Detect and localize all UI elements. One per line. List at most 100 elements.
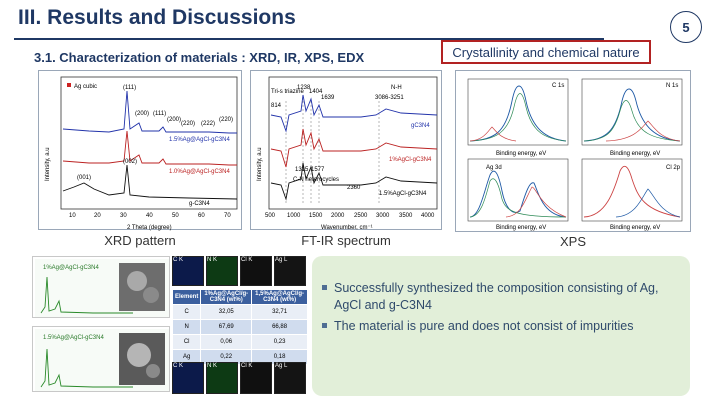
xps-chart-panel: C 1s Binding energy, eV N 1s Binding ene…: [455, 70, 691, 232]
xps-panel-label: N 1s: [666, 83, 678, 89]
crystallinity-callout: Crystallinity and chemical nature: [441, 40, 651, 64]
table-cell: N: [171, 319, 202, 335]
xps-n1s-component: [605, 120, 681, 142]
ftir-chart: Intensity, a.u Wavenumber, cm⁻¹ 500 1000…: [257, 76, 438, 231]
ftir-label: 1404: [309, 89, 323, 95]
xrd-legend-text: Ag cubic: [74, 84, 97, 90]
xps-panel-label: C 1s: [552, 83, 564, 89]
xps-c1s-component: [469, 93, 567, 142]
edx-spectrum-label: 1%Ag@AgCl-gC3N4: [43, 265, 99, 271]
ftir-series-label: 1.5%AgCl-gC3N4: [379, 191, 427, 197]
xps-charts: C 1s Binding energy, eV N 1s Binding ene…: [467, 78, 683, 231]
xrd-series-1.0: [62, 130, 237, 166]
xps-cl2p-envelope: [583, 165, 681, 218]
xrd-tick: 70: [224, 213, 231, 219]
edx-map-label: Cl K: [241, 363, 253, 369]
edx-spectrum-plot: 1%Ag@AgCl-gC3N4: [35, 259, 169, 317]
table-cell: 32,05: [200, 304, 253, 320]
table-cell: 32,71: [251, 304, 308, 320]
page-number-badge: 5: [670, 11, 702, 43]
table-cell: 0,23: [251, 334, 308, 350]
table-cell: C: [171, 304, 202, 320]
edx-map-label: Ag L: [275, 257, 288, 263]
xrd-peak-label: (111): [123, 85, 136, 91]
table-row: N 67,69 66,88: [171, 319, 308, 335]
ftir-tick: 2000: [331, 213, 345, 219]
ag-cubic-legend-marker: [67, 83, 71, 87]
ftir-label: 3086-3251: [375, 95, 404, 101]
summary-bullet-1: Successfully synthesized the composition…: [322, 280, 674, 314]
xrd-peak-label: (200): [167, 117, 181, 123]
xps-panel-label: Cl 2p: [666, 165, 681, 171]
edx-spectrum-trace: [40, 276, 133, 314]
sem-particle: [127, 343, 151, 367]
table-cell: 66,88: [251, 319, 308, 335]
edx-map-label: N K: [207, 257, 218, 263]
edx-map-c: C K: [172, 362, 204, 394]
xrd-tick: 20: [94, 213, 101, 219]
xps-x-label: Binding energy, eV: [496, 151, 546, 157]
ftir-label: Tri-s triazine: [271, 89, 304, 95]
xrd-tick: 10: [69, 213, 76, 219]
sem-particle: [143, 287, 159, 303]
ftir-x-ticks: 500 1000 1500 2000 2500 3000 3500 4000: [265, 213, 435, 219]
ftir-caption: FT-IR spectrum: [301, 233, 391, 248]
ftir-tick: 1500: [309, 213, 323, 219]
table-row: C 32,05 32,71: [171, 304, 308, 320]
summary-bullet-2: The material is pure and does not consis…: [322, 318, 674, 335]
xps-caption: XPS: [559, 234, 586, 249]
xrd-plot-frame: [60, 76, 238, 210]
ftir-tick: 3000: [376, 213, 390, 219]
xps-plot-frame: [581, 78, 683, 146]
xrd-series-gcn: [62, 164, 238, 200]
edx-map-cl: Cl K: [240, 256, 272, 286]
edx-map-label: C K: [173, 363, 184, 369]
ftir-tick: 3500: [399, 213, 413, 219]
xps-x-label: Binding energy, eV: [610, 225, 660, 231]
xps-n1s-component: [583, 100, 681, 142]
edx-map-n: N K: [206, 362, 238, 394]
ftir-tick: 1000: [287, 213, 301, 219]
ftir-label: 1238: [297, 85, 311, 91]
edx-map-ag: Ag L: [274, 362, 306, 394]
table-header: Element: [171, 289, 202, 305]
ftir-series-1: [270, 128, 438, 168]
edx-map-cl: Cl K: [240, 362, 272, 394]
xrd-series-1.5: [62, 90, 237, 134]
sem-particle: [146, 364, 160, 378]
ftir-series-gcn: [270, 94, 438, 133]
ftir-label: 2360: [347, 185, 361, 191]
edx-spectrum-1: 1%Ag@AgCl-gC3N4: [32, 256, 170, 318]
table-header: 1,5%Ag@AgCl/g-C3N4 (wt%): [251, 289, 308, 305]
ftir-label: 814: [271, 103, 282, 109]
edx-map-label: Ag L: [275, 363, 288, 369]
ftir-label: 1639: [321, 95, 335, 101]
edx-map-n: N K: [206, 256, 238, 286]
xrd-chart-panel: Ag cubic Intensity, a.u 2 Theta (degree)…: [38, 70, 242, 231]
ftir-label: 1315: [295, 167, 309, 173]
table-cell: Cl: [171, 334, 202, 350]
slide-title: III. Results and Discussions: [18, 6, 296, 29]
xrd-peak-label: (200): [135, 111, 149, 117]
xrd-tick: 30: [120, 213, 127, 219]
ftir-label: N-H: [391, 85, 402, 91]
xrd-peak-label: (111): [153, 111, 166, 117]
ftir-label: C-N heterocycles: [293, 177, 339, 183]
xrd-series-label: 1.5%Ag@AgCl-gC3N4: [169, 137, 230, 143]
xrd-peak-label: (001): [77, 175, 91, 181]
bullet-square-icon: [322, 323, 327, 328]
table-row: Cl 0,06 0,23: [171, 334, 308, 350]
xrd-tick: 50: [172, 213, 179, 219]
xrd-tick: 40: [146, 213, 153, 219]
xrd-peak-label: (220): [219, 117, 233, 123]
table-cell: 0,22: [200, 349, 253, 365]
section-subtitle: 3.1. Characterization of materials : XRD…: [34, 50, 365, 65]
xrd-peak-label: (002): [123, 159, 137, 165]
xps-plot-frame: [467, 78, 569, 146]
xrd-peak-label: (220): [181, 121, 195, 127]
summary-bullet-text: The material is pure and does not consis…: [334, 319, 634, 333]
xps-plot-frame: [581, 158, 683, 222]
xrd-peak-label: (222): [201, 121, 215, 127]
summary-bullet-text: Successfully synthesized the composition…: [334, 281, 659, 312]
edx-spectrum-2: 1.5%Ag@AgCl-gC3N4: [32, 326, 170, 392]
